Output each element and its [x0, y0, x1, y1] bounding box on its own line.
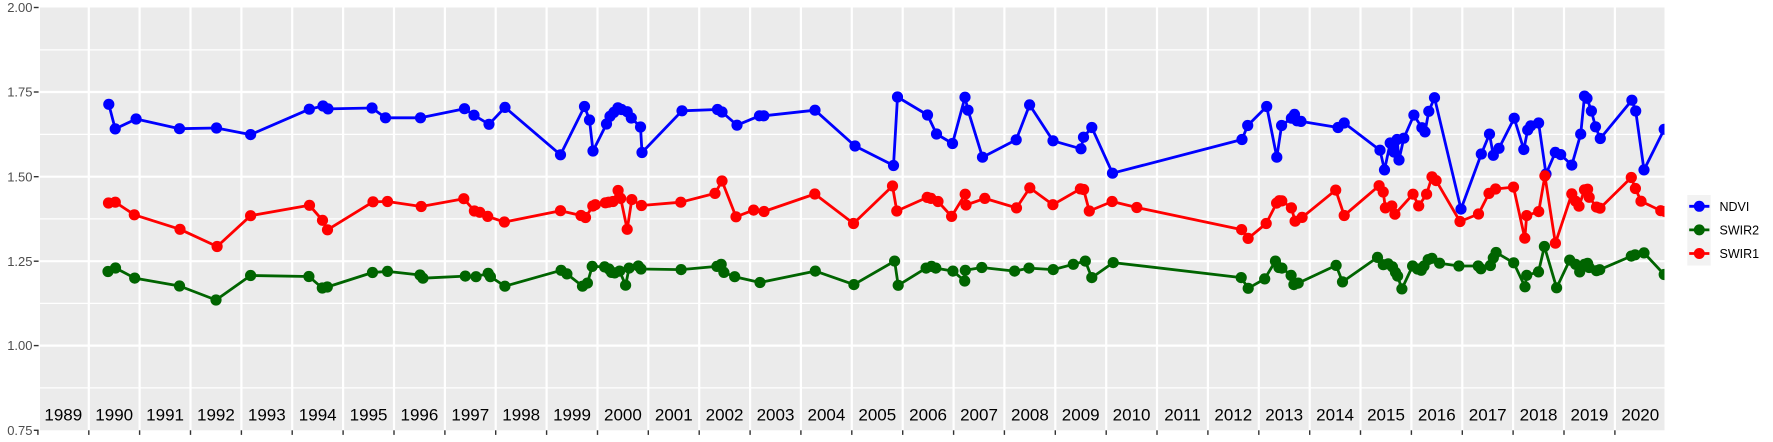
svg-text:1999: 1999: [553, 405, 591, 424]
svg-text:1991: 1991: [146, 405, 184, 424]
svg-text:2018: 2018: [1520, 405, 1558, 424]
svg-text:1992: 1992: [197, 405, 235, 424]
svg-text:2008: 2008: [1011, 405, 1049, 424]
svg-text:1.00: 1.00: [7, 338, 32, 353]
svg-text:2009: 2009: [1062, 405, 1100, 424]
svg-text:0.75: 0.75: [7, 423, 32, 438]
svg-text:2020: 2020: [1621, 405, 1659, 424]
svg-text:1997: 1997: [451, 405, 489, 424]
svg-text:2017: 2017: [1469, 405, 1507, 424]
svg-text:2005: 2005: [858, 405, 896, 424]
svg-text:2013: 2013: [1265, 405, 1303, 424]
svg-text:1996: 1996: [400, 405, 438, 424]
svg-text:2003: 2003: [757, 405, 795, 424]
svg-text:NDVI: NDVI: [1720, 200, 1750, 214]
svg-text:1994: 1994: [299, 405, 337, 424]
svg-text:2012: 2012: [1214, 405, 1252, 424]
svg-text:2006: 2006: [909, 405, 947, 424]
svg-text:2002: 2002: [706, 405, 744, 424]
svg-text:2004: 2004: [807, 405, 845, 424]
svg-text:2010: 2010: [1113, 405, 1151, 424]
svg-text:2000: 2000: [604, 405, 642, 424]
svg-text:SWIR1: SWIR1: [1720, 247, 1760, 261]
svg-text:1.75: 1.75: [7, 85, 32, 100]
svg-text:1.25: 1.25: [7, 254, 32, 269]
svg-text:SWIR2: SWIR2: [1720, 224, 1760, 238]
svg-text:2015: 2015: [1367, 405, 1405, 424]
svg-text:2007: 2007: [960, 405, 998, 424]
svg-text:1990: 1990: [95, 405, 133, 424]
svg-text:2011: 2011: [1164, 405, 1201, 424]
svg-text:2.00: 2.00: [7, 0, 32, 15]
svg-text:2016: 2016: [1418, 405, 1456, 424]
svg-text:1995: 1995: [350, 405, 388, 424]
svg-text:1989: 1989: [44, 405, 82, 424]
svg-text:1.50: 1.50: [7, 169, 32, 184]
svg-text:1998: 1998: [502, 405, 540, 424]
svg-text:2014: 2014: [1316, 405, 1354, 424]
svg-text:2019: 2019: [1570, 405, 1608, 424]
svg-text:2001: 2001: [655, 405, 693, 424]
svg-text:1993: 1993: [248, 405, 286, 424]
